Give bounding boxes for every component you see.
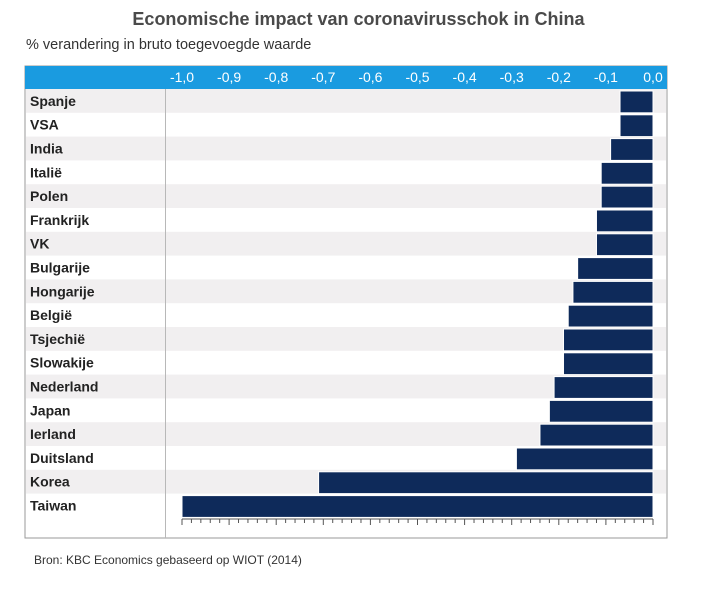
x-tick-label: -0,3 [500, 69, 524, 85]
bar-italië [600, 161, 654, 185]
bar-hongarije [572, 280, 654, 304]
x-tick-label: -0,6 [358, 69, 382, 85]
source-note: Bron: KBC Economics gebaseerd op WIOT (2… [34, 553, 302, 567]
bar-frankrijk [595, 209, 654, 233]
category-label: Tsjechië [30, 331, 85, 347]
category-label: Hongarije [30, 283, 95, 299]
bar-vsa [619, 114, 654, 138]
row-stripe [26, 136, 666, 161]
category-label: Nederland [30, 379, 98, 395]
category-labels: Spanje VSA India Italië Polen Frankrijk VK Bulg… [30, 93, 98, 514]
category-label: Polen [30, 188, 68, 204]
category-label: Spanje [30, 93, 76, 109]
axis-header-band [25, 66, 667, 89]
category-label: VK [30, 236, 49, 252]
category-label: Bulgarije [30, 260, 90, 276]
x-tick-label: -0,4 [453, 69, 477, 85]
x-tick-label: -0,8 [264, 69, 288, 85]
bar-vk [595, 233, 654, 257]
row-stripe [26, 374, 666, 399]
row-stripe [26, 89, 666, 113]
bar-india [610, 138, 654, 161]
bar-ierland [539, 423, 654, 447]
category-label: Italië [30, 164, 62, 180]
bar-bulgarije [577, 257, 654, 280]
chart-title: Economische impact van coronavirusschok … [132, 9, 585, 29]
x-tick-label: 0,0 [643, 69, 663, 85]
category-label: Frankrijk [30, 212, 89, 228]
row-stripe [26, 231, 666, 256]
bars [181, 90, 654, 518]
bar-japan [548, 399, 654, 423]
bar-duitsland [515, 447, 654, 471]
x-tick-label: -0,2 [547, 69, 571, 85]
row-stripe [26, 279, 666, 304]
category-label: Taiwan [30, 498, 76, 514]
category-label: Ierland [30, 426, 76, 442]
bar-spanje [619, 90, 654, 114]
bar-nederland [553, 376, 654, 399]
category-label: Duitsland [30, 450, 94, 466]
category-label: VSA [30, 117, 59, 133]
row-stripes [26, 89, 666, 494]
chart-subtitle: % verandering in bruto toegevoegde waard… [26, 37, 312, 53]
category-label: Korea [30, 474, 70, 490]
x-tick-label: -0,1 [594, 69, 618, 85]
x-tick-label: -0,5 [405, 69, 429, 85]
row-stripe [26, 184, 666, 208]
bar-belgië [567, 304, 654, 328]
x-tick-label: -0,7 [311, 69, 335, 85]
row-stripe [26, 422, 666, 446]
bar-korea [318, 471, 654, 495]
x-tick-label: -1,0 [170, 69, 194, 85]
x-axis-ticks: -1,0 -0,9 -0,8 -0,7 -0,6 -0,5 -0,4 -0,3 -0,2 -0,1… [170, 69, 663, 525]
row-stripe [26, 327, 666, 351]
bar-tsjechië [563, 328, 654, 352]
x-tick-label: -0,9 [217, 69, 241, 85]
bar-slowakije [563, 352, 654, 376]
category-label: Japan [30, 402, 70, 418]
bar-taiwan [181, 495, 654, 518]
bar-polen [600, 185, 654, 209]
category-label: India [30, 141, 63, 157]
category-label: Slowakije [30, 355, 94, 371]
category-label: België [30, 307, 72, 323]
